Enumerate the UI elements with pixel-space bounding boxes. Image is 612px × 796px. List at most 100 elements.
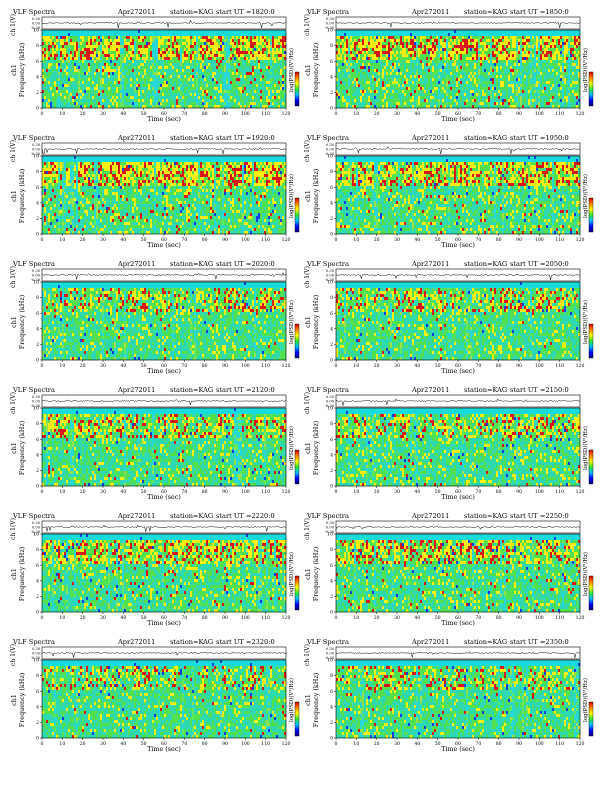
x-tick-label: 0 <box>41 363 44 369</box>
x-tick-label: 20 <box>80 489 86 495</box>
y-tick-label: 0 <box>330 736 333 742</box>
y-tick-label: 2 <box>330 468 333 474</box>
x-tick-label: 100 <box>535 489 544 495</box>
x-tick-label: 100 <box>535 363 544 369</box>
y-axis-channel-label: ch1 <box>10 568 18 580</box>
x-tick-label: 80 <box>202 111 208 117</box>
y-tick-label: 6 <box>36 185 39 191</box>
y-tick-label: 4 <box>36 704 39 710</box>
spectrogram-cells <box>336 282 580 360</box>
x-tick-label: 120 <box>282 741 291 747</box>
y-tick-label: 0 <box>36 610 39 616</box>
y-axis-channel-label: ch1 <box>304 316 312 328</box>
x-tick-label: 90 <box>222 489 228 495</box>
x-tick-label: 110 <box>261 615 270 621</box>
panel-date: Apr272011 <box>117 512 155 520</box>
y-tick-label: 4 <box>330 578 333 584</box>
x-tick-label: 100 <box>241 741 250 747</box>
panel-station: station=KAG <box>464 8 507 16</box>
panel-title: VLF Spectra <box>306 134 349 142</box>
x-tick-label: 110 <box>555 237 564 243</box>
colorbar <box>295 450 299 484</box>
x-tick-label: 20 <box>80 363 86 369</box>
colorbar-label: log(PSD)(V²/Hz) <box>288 174 295 218</box>
x-tick-label: 80 <box>496 111 502 117</box>
waveform-tick-label: 0.30 <box>32 647 41 651</box>
x-tick-label: 0 <box>41 741 44 747</box>
x-tick-label: 80 <box>496 741 502 747</box>
y-tick-label: 4 <box>36 200 39 206</box>
y-axis-channel-label: ch1 <box>10 694 18 706</box>
y-tick-label: 8 <box>330 421 333 427</box>
spectrogram-cells <box>336 408 580 486</box>
panel-title: VLF Spectra <box>12 512 55 520</box>
waveform-tick-label: 0.30 <box>326 143 335 147</box>
y-tick-label: 8 <box>330 169 333 175</box>
colorbar-label: log(PSD)(V²/Hz) <box>582 678 589 722</box>
waveform-tick-label: 0.00 <box>32 400 41 404</box>
x-tick-label: 80 <box>202 237 208 243</box>
waveform-axis-label: ch 1(V) <box>10 14 17 36</box>
x-tick-label: 10 <box>59 363 65 369</box>
x-tick-label: 10 <box>353 615 359 621</box>
waveform-tick-label: 0.30 <box>326 17 335 21</box>
x-tick-label: 0 <box>41 615 44 621</box>
x-tick-label: 90 <box>222 111 228 117</box>
x-axis-label: Time (sec) <box>441 241 475 249</box>
x-tick-label: 20 <box>374 615 380 621</box>
x-tick-label: 40 <box>414 363 420 369</box>
x-tick-label: 120 <box>576 363 585 369</box>
panel-title: VLF Spectra <box>306 638 349 646</box>
panel-date: Apr272011 <box>411 512 449 520</box>
y-tick-label: 4 <box>36 578 39 584</box>
y-tick-label: 0 <box>36 736 39 742</box>
x-tick-label: 30 <box>394 615 400 621</box>
x-tick-label: 40 <box>120 363 126 369</box>
x-tick-label: 10 <box>353 363 359 369</box>
y-tick-label: 4 <box>330 326 333 332</box>
x-tick-label: 50 <box>141 489 147 495</box>
waveform-frame <box>42 143 286 155</box>
waveform-axis-label: ch 1(V) <box>10 644 17 666</box>
x-tick-label: 100 <box>535 111 544 117</box>
y-tick-label: 6 <box>36 563 39 569</box>
colorbar <box>589 324 593 358</box>
waveform-tick-label: 0.30 <box>32 395 41 399</box>
y-tick-label: 8 <box>330 43 333 49</box>
waveform-axis-label: ch 1(V) <box>304 392 311 414</box>
colorbar <box>295 198 299 232</box>
x-tick-label: 10 <box>59 615 65 621</box>
y-tick-label: 0 <box>330 610 333 616</box>
y-tick-label: 4 <box>330 452 333 458</box>
colorbar-label: log(PSD)(V²/Hz) <box>582 426 589 470</box>
x-tick-label: 110 <box>261 363 270 369</box>
x-tick-label: 40 <box>414 237 420 243</box>
x-tick-label: 0 <box>41 111 44 117</box>
panel-title: VLF Spectra <box>12 134 55 142</box>
x-tick-label: 90 <box>222 615 228 621</box>
x-tick-label: 10 <box>59 489 65 495</box>
x-tick-label: 50 <box>141 741 147 747</box>
x-tick-label: 120 <box>576 237 585 243</box>
panel-date: Apr272011 <box>117 638 155 646</box>
x-tick-label: 120 <box>576 741 585 747</box>
x-tick-label: 70 <box>475 363 481 369</box>
y-tick-label: 2 <box>330 90 333 96</box>
waveform-tick-label: 0.30 <box>326 521 335 525</box>
panel-start-ut: start UT =1820:0 <box>216 8 275 16</box>
y-tick-label: 8 <box>36 169 39 175</box>
waveform-frame <box>336 395 580 407</box>
x-tick-label: 120 <box>576 615 585 621</box>
x-tick-label: 40 <box>414 615 420 621</box>
x-tick-label: 50 <box>435 489 441 495</box>
panel-title: VLF Spectra <box>12 386 55 394</box>
colorbar-label: log(PSD)(V²/Hz) <box>288 678 295 722</box>
y-tick-label: 0 <box>36 232 39 238</box>
x-tick-label: 40 <box>120 489 126 495</box>
x-tick-label: 0 <box>335 741 338 747</box>
x-tick-label: 20 <box>374 741 380 747</box>
y-tick-label: 6 <box>330 689 333 695</box>
